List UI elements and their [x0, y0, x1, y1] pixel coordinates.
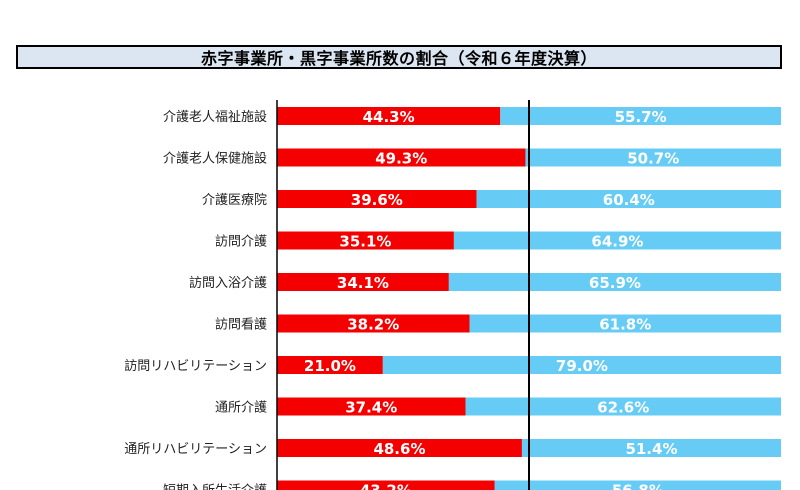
deficit-value-label: 49.3% [375, 150, 427, 168]
surplus-value-label: 79.0% [556, 357, 608, 375]
surplus-value-label: 56.8% [612, 482, 664, 490]
category-label: 通所リハビリテーション [124, 442, 267, 457]
surplus-bar [382, 356, 781, 374]
surplus-value-label: 65.9% [589, 274, 641, 292]
deficit-value-label: 35.1% [339, 233, 391, 251]
category-label: 訪問介護 [215, 234, 267, 250]
surplus-bar [465, 397, 781, 416]
category-label: 訪問リハビリテーション [124, 358, 267, 374]
deficit-bar [277, 107, 501, 125]
surplus-bar [453, 231, 781, 250]
axis-group [276, 100, 530, 490]
surplus-value-label: 51.4% [625, 440, 677, 458]
surplus-value-label: 62.6% [597, 399, 649, 417]
surplus-bar [525, 148, 781, 167]
surplus-value-label: 50.7% [627, 150, 679, 168]
deficit-value-label: 37.4% [345, 399, 397, 417]
category-label: 短期入所生活介護 [163, 483, 267, 490]
category-label: 訪問看護 [215, 317, 267, 333]
deficit-bar [277, 314, 470, 333]
surplus-value-label: 64.9% [591, 233, 643, 251]
surplus-bar [476, 190, 781, 208]
deficit-value-label: 34.1% [337, 274, 389, 292]
surplus-bar [494, 480, 781, 490]
deficit-value-label: 43.2% [360, 482, 412, 490]
deficit-bar [277, 231, 454, 250]
surplus-bar [469, 314, 781, 333]
deficit-value-label: 21.0% [304, 357, 356, 375]
deficit-value-label: 44.3% [363, 108, 415, 126]
surplus-bar [500, 107, 781, 125]
surplus-value-label: 60.4% [603, 191, 655, 209]
deficit-bar [277, 273, 449, 291]
chart-title-text: 赤字事業所・黒字事業所数の割合（令和６年度決算） [200, 49, 597, 68]
bars-group: 介護老人福祉施設 44.3% 55.7% 介護老人保健施設 49.3% 50.7% 介護医療… [124, 107, 781, 490]
category-label: 介護医療院 [202, 192, 267, 208]
category-label: 通所介護 [215, 400, 267, 416]
deficit-bar [277, 480, 495, 490]
deficit-value-label: 39.6% [351, 191, 403, 209]
category-label: 訪問入浴介護 [189, 275, 267, 291]
deficit-bar [277, 190, 477, 208]
chart-title: 赤字事業所・黒字事業所数の割合（令和６年度決算） [16, 45, 782, 69]
category-label: 介護老人福祉施設 [163, 109, 267, 125]
deficit-bar [277, 439, 522, 457]
surplus-bar [448, 273, 781, 291]
surplus-value-label: 55.7% [615, 108, 667, 126]
deficit-value-label: 48.6% [373, 440, 425, 458]
category-label: 介護老人保健施設 [163, 151, 267, 167]
deficit-bar [277, 356, 383, 374]
deficit-bar [277, 397, 466, 416]
deficit-bar [277, 148, 526, 167]
deficit-value-label: 38.2% [347, 316, 399, 334]
surplus-bar [521, 439, 781, 457]
surplus-value-label: 61.8% [599, 316, 651, 334]
